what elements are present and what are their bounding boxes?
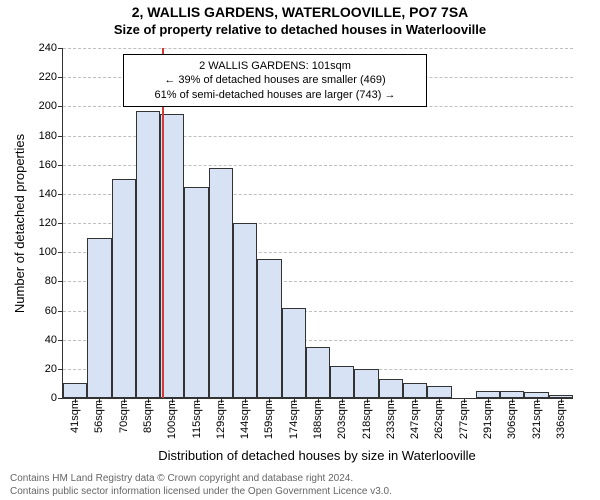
histogram-bar [184,187,208,398]
ytick-label: 40 [45,334,63,346]
xtick-label: 159sqm [263,400,275,439]
ytick-label: 120 [39,217,63,229]
annotation-line-1: 2 WALLIS GARDENS: 101sqm [130,59,420,73]
xtick-label: 188sqm [312,400,324,439]
ytick-label: 200 [39,100,63,112]
x-axis-title: Distribution of detached houses by size … [62,448,572,463]
annotation-box: 2 WALLIS GARDENS: 101sqm← 39% of detache… [123,54,427,107]
xtick-label: 85sqm [142,400,154,433]
histogram-bar [233,223,257,398]
y-axis-title: Number of detached properties [12,48,28,398]
histogram-chart: 2, WALLIS GARDENS, WATERLOOVILLE, PO7 7S… [0,0,600,500]
xtick-label: 291sqm [482,400,494,439]
xtick-label: 174sqm [288,400,300,439]
xtick-label: 70sqm [118,400,130,433]
xtick-label: 321sqm [531,400,543,439]
chart-title: 2, WALLIS GARDENS, WATERLOOVILLE, PO7 7S… [0,0,600,20]
xtick-label: 336sqm [555,400,567,439]
histogram-bar [282,308,306,398]
ytick-label: 220 [39,71,63,83]
histogram-bar [379,379,403,398]
histogram-bar [257,259,281,398]
histogram-bar [427,386,451,398]
footer-attribution: Contains HM Land Registry data © Crown c… [10,473,392,498]
gridline [63,48,573,49]
histogram-bar [354,369,378,398]
annotation-line-3: 61% of semi-detached houses are larger (… [130,88,420,102]
xtick-label: 41sqm [69,400,81,433]
histogram-bar [209,168,233,398]
plot-area: 02040608010012014016018020022024041sqm56… [62,48,573,399]
ytick-label: 20 [45,363,63,375]
ytick-label: 180 [39,130,63,142]
xtick-label: 306sqm [506,400,518,439]
xtick-label: 277sqm [458,400,470,439]
histogram-bar [63,383,87,398]
histogram-bar [136,111,160,398]
ytick-label: 0 [51,392,63,404]
histogram-bar [112,179,136,398]
xtick-label: 100sqm [166,400,178,439]
ytick-label: 100 [39,246,63,258]
histogram-bar [476,391,500,398]
histogram-bar [87,238,111,398]
xtick-label: 218sqm [361,400,373,439]
ytick-label: 140 [39,188,63,200]
xtick-label: 203sqm [336,400,348,439]
histogram-bar [403,383,427,398]
ytick-label: 240 [39,42,63,54]
xtick-label: 56sqm [93,400,105,433]
histogram-bar [500,391,524,398]
xtick-label: 115sqm [191,400,203,438]
xtick-label: 129sqm [215,400,227,439]
annotation-line-2: ← 39% of detached houses are smaller (46… [130,73,420,87]
ytick-label: 60 [45,305,63,317]
chart-subtitle: Size of property relative to detached ho… [0,20,600,37]
xtick-label: 144sqm [239,400,251,439]
histogram-bar [306,347,330,398]
xtick-label: 262sqm [433,400,445,439]
xtick-label: 233sqm [385,400,397,439]
footer-line-1: Contains HM Land Registry data © Crown c… [10,473,392,486]
ytick-label: 160 [39,159,63,171]
footer-line-2: Contains public sector information licen… [10,486,392,499]
ytick-label: 80 [45,275,63,287]
histogram-bar [330,366,354,398]
xtick-label: 247sqm [409,400,421,439]
